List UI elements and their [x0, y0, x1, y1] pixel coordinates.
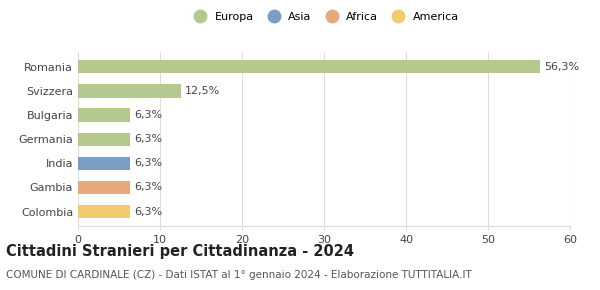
Bar — [78, 181, 130, 194]
Text: 12,5%: 12,5% — [185, 86, 220, 96]
Text: 6,3%: 6,3% — [134, 158, 162, 168]
Text: 6,3%: 6,3% — [134, 134, 162, 144]
Text: 6,3%: 6,3% — [134, 207, 162, 217]
Text: COMUNE DI CARDINALE (CZ) - Dati ISTAT al 1° gennaio 2024 - Elaborazione TUTTITAL: COMUNE DI CARDINALE (CZ) - Dati ISTAT al… — [6, 270, 472, 280]
Text: 6,3%: 6,3% — [134, 110, 162, 120]
Bar — [78, 133, 130, 146]
Legend: Europa, Asia, Africa, America: Europa, Asia, Africa, America — [186, 9, 462, 26]
Bar — [78, 84, 181, 97]
Bar — [78, 108, 130, 122]
Text: 56,3%: 56,3% — [544, 62, 579, 72]
Bar — [78, 157, 130, 170]
Bar — [78, 60, 539, 73]
Bar — [78, 205, 130, 218]
Text: 6,3%: 6,3% — [134, 182, 162, 193]
Text: Cittadini Stranieri per Cittadinanza - 2024: Cittadini Stranieri per Cittadinanza - 2… — [6, 244, 354, 259]
